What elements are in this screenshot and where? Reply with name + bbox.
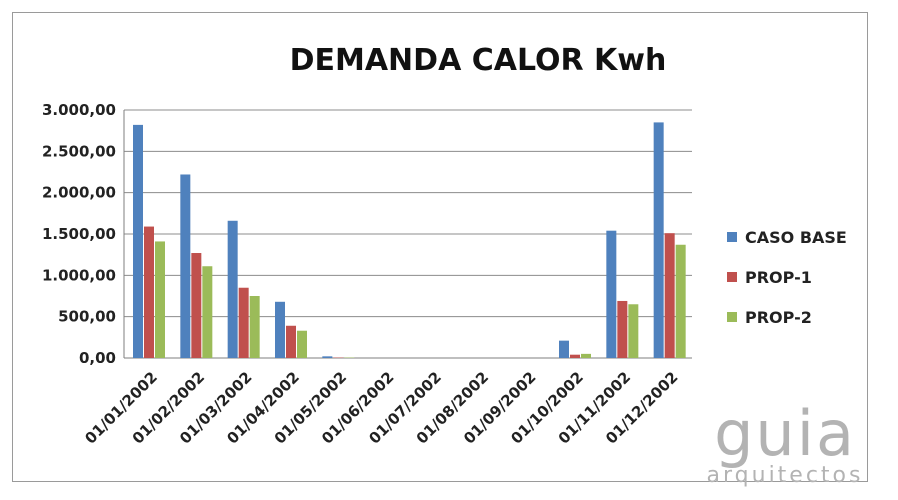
bar [191, 253, 202, 358]
legend-label: PROP-1 [745, 268, 812, 287]
bar [180, 174, 191, 358]
y-tick-label: 1.500,00 [42, 225, 116, 243]
y-tick-label: 1.000,00 [42, 266, 116, 284]
bar [675, 244, 686, 358]
y-tick-label: 500,00 [58, 308, 116, 326]
y-tick-label: 2.500,00 [42, 142, 116, 160]
x-axis-ticks: 01/01/200201/02/200201/03/200201/04/2002… [81, 368, 681, 448]
bar [144, 226, 154, 358]
legend-label: PROP-2 [745, 308, 812, 327]
watermark-logo-text: guia [714, 397, 856, 470]
bar [133, 124, 143, 358]
bar [202, 266, 213, 358]
legend-swatch [727, 232, 737, 242]
chart-title: DEMANDA CALOR Kwh [290, 43, 667, 78]
bar [581, 353, 591, 358]
y-axis-ticks: 0,00 500,00 1.000,00 1.500,00 2.000,00 2.500,… [42, 101, 116, 367]
bar [606, 230, 617, 358]
bar [559, 340, 569, 358]
legend: CASO BASE PROP-1 PROP-2 [727, 228, 847, 327]
grid [123, 109, 692, 359]
bar [286, 325, 296, 358]
y-tick-label: 0,00 [79, 349, 116, 367]
watermark-sub-text: arquitectos [707, 463, 864, 488]
chart-frame [12, 12, 868, 482]
bars [133, 122, 686, 359]
bar [155, 241, 165, 358]
bar [322, 356, 333, 358]
y-tick-label: 2.000,00 [42, 184, 116, 202]
watermark-logo: guia arquitectos [707, 397, 864, 488]
bar [227, 220, 238, 358]
bar [653, 122, 664, 359]
legend-swatch [727, 272, 737, 282]
bar [664, 233, 675, 358]
bar [275, 301, 285, 358]
bar [238, 287, 249, 358]
legend-swatch [727, 312, 737, 322]
bar [617, 300, 628, 358]
legend-label: CASO BASE [745, 228, 847, 247]
bar [297, 330, 307, 358]
y-tick-label: 3.000,00 [42, 101, 116, 119]
bar [628, 304, 639, 358]
bar [249, 296, 260, 358]
bar [570, 354, 580, 358]
